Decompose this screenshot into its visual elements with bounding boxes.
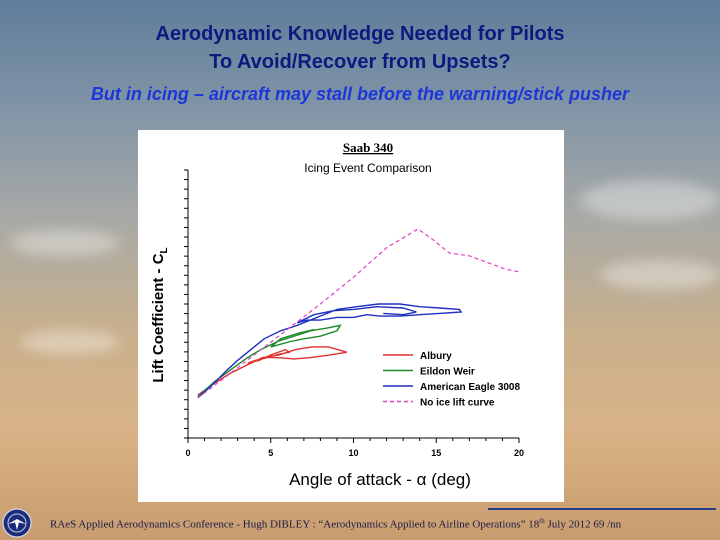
- chart-subtitle: Icing Event Comparison: [304, 161, 431, 175]
- series-line-albury: [197, 346, 348, 396]
- sky-cloud: [20, 330, 120, 354]
- x-tick-label: 10: [348, 448, 358, 458]
- sky-cloud: [600, 260, 720, 290]
- series-line-no-ice-lift-curve: [197, 228, 520, 399]
- legend-label: No ice lift curve: [420, 398, 495, 409]
- lift-curve-chart: 0 5 10 15 20 Saab 340 Icing Event Comparison…: [150, 140, 524, 489]
- slide-title-line-1: Aerodynamic Knowledge Needed for Pilots: [155, 23, 565, 45]
- sky-cloud: [580, 180, 720, 220]
- x-tick-label: 20: [514, 448, 524, 458]
- legend-label: American Eagle 3008: [420, 382, 520, 393]
- legend-label: Albury: [420, 351, 452, 362]
- y-axis-label: Lift Coefficient - CL: [150, 247, 170, 382]
- series-line-eildon-weir: [197, 324, 342, 398]
- slide-subtitle: But in icing – aircraft may stall before…: [90, 84, 630, 104]
- series-line-american-eagle-3008: [197, 303, 463, 399]
- raes-logo-icon: [2, 508, 32, 538]
- footer-credit: RAeS Applied Aerodynamics Conference - H…: [50, 517, 622, 531]
- chart-title: Saab 340: [343, 140, 393, 155]
- x-axis-label: Angle of attack - α (deg): [289, 470, 471, 489]
- x-tick-label: 0: [185, 448, 190, 458]
- footer-divider: [488, 508, 716, 510]
- legend-label: Eildon Weir: [420, 367, 475, 378]
- slide-title-line-2: To Avoid/Recover from Upsets?: [209, 51, 511, 73]
- chart-panel: 0 5 10 15 20 Saab 340 Icing Event Comparison…: [138, 130, 564, 502]
- sky-cloud: [10, 230, 120, 256]
- x-tick-label: 15: [431, 448, 441, 458]
- x-tick-label: 5: [268, 448, 273, 458]
- chart-legend: Albury Eildon Weir American Eagle 3008 No i…: [383, 351, 520, 409]
